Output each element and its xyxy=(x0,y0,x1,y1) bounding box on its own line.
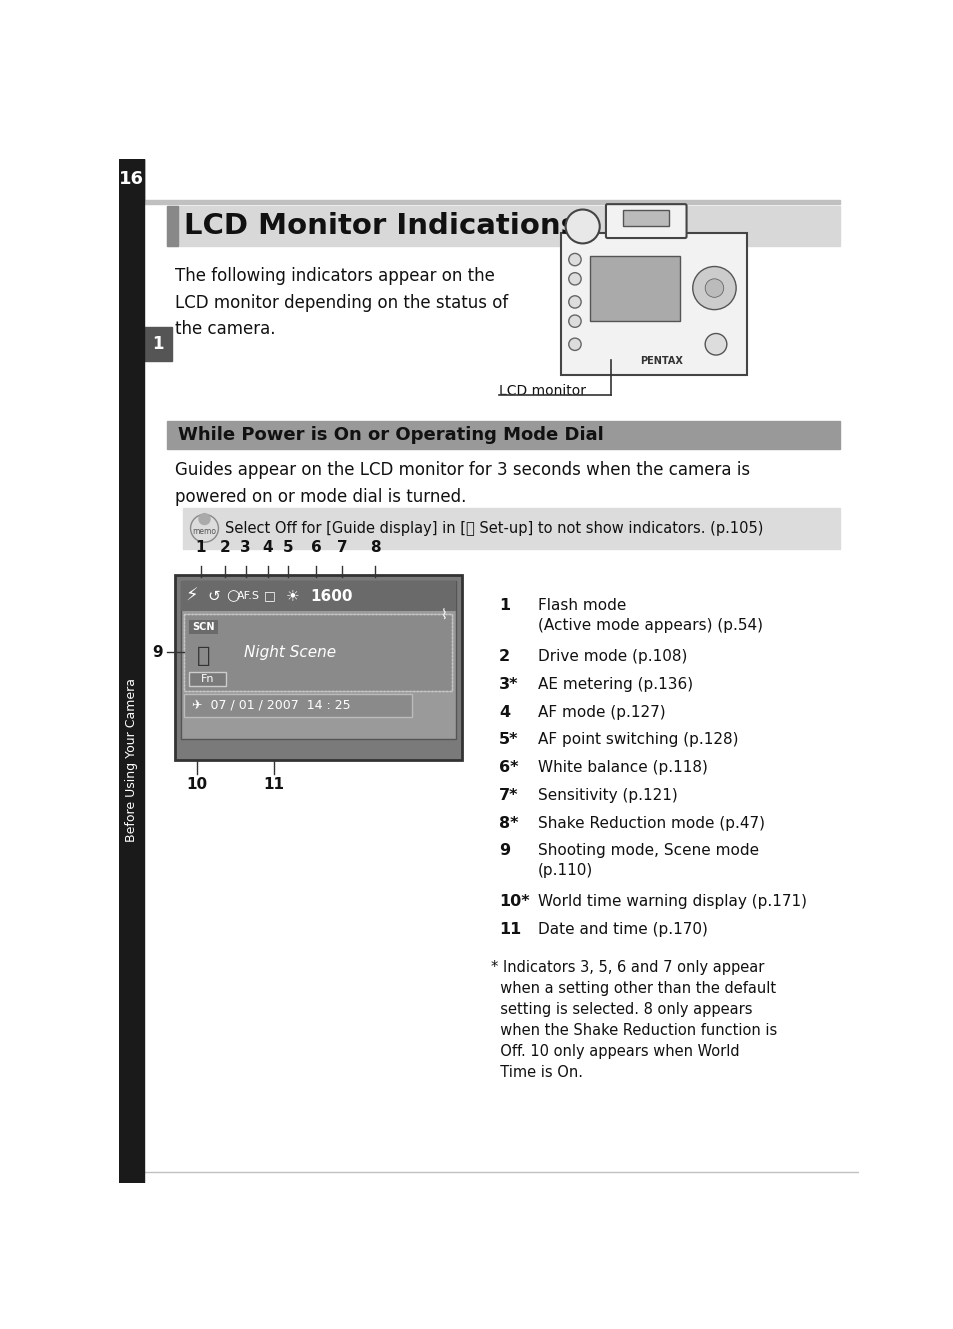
Bar xyxy=(144,199,840,205)
Text: The following indicators appear on the
LCD monitor depending on the status of
th: The following indicators appear on the L… xyxy=(174,267,508,338)
Bar xyxy=(119,159,144,1183)
Bar xyxy=(560,233,746,375)
Text: Shake Reduction mode (p.47): Shake Reduction mode (p.47) xyxy=(537,816,764,831)
Text: 3*: 3* xyxy=(498,676,518,692)
Text: 7*: 7* xyxy=(498,788,518,803)
Text: 1: 1 xyxy=(498,598,510,614)
Text: Before Using Your Camera: Before Using Your Camera xyxy=(125,678,138,843)
Text: 4: 4 xyxy=(498,704,510,719)
FancyBboxPatch shape xyxy=(605,205,686,238)
Text: * Indicators 3, 5, 6 and 7 only appear
  when a setting other than the default
 : * Indicators 3, 5, 6 and 7 only appear w… xyxy=(491,961,777,1080)
Text: Night Scene: Night Scene xyxy=(243,645,335,659)
Bar xyxy=(181,582,456,611)
Text: 1600: 1600 xyxy=(310,589,353,603)
Bar xyxy=(119,159,144,199)
Bar xyxy=(167,421,840,449)
Circle shape xyxy=(565,210,599,243)
Text: 2: 2 xyxy=(498,649,510,664)
Bar xyxy=(167,206,840,246)
Bar xyxy=(184,694,412,716)
Text: 1: 1 xyxy=(195,541,206,556)
Circle shape xyxy=(568,254,580,266)
Text: ⚡: ⚡ xyxy=(186,587,198,605)
Text: 3: 3 xyxy=(240,541,251,556)
Text: Shooting mode, Scene mode
(p.110): Shooting mode, Scene mode (p.110) xyxy=(537,843,758,878)
Text: 11: 11 xyxy=(498,922,520,937)
Text: Fn: Fn xyxy=(201,674,214,684)
Circle shape xyxy=(568,296,580,308)
Text: PENTAX: PENTAX xyxy=(639,356,682,367)
Bar xyxy=(590,255,679,322)
Text: 16: 16 xyxy=(119,170,144,189)
Text: 6: 6 xyxy=(311,541,321,556)
Text: AF mode (p.127): AF mode (p.127) xyxy=(537,704,664,719)
Text: 4: 4 xyxy=(262,541,274,556)
Text: LCD monitor: LCD monitor xyxy=(498,384,585,399)
Text: Select Off for [Guide display] in [山 Set-up] to not show indicators. (p.105): Select Off for [Guide display] in [山 Set… xyxy=(225,521,763,536)
Text: 5: 5 xyxy=(283,541,294,556)
Circle shape xyxy=(191,514,218,542)
Text: ↺: ↺ xyxy=(207,589,220,603)
Text: White balance (p.118): White balance (p.118) xyxy=(537,760,707,775)
Circle shape xyxy=(568,338,580,351)
Text: 11: 11 xyxy=(263,777,284,792)
Text: AF point switching (p.128): AF point switching (p.128) xyxy=(537,732,738,747)
Text: 1: 1 xyxy=(152,335,164,354)
Bar xyxy=(184,614,452,691)
Text: 8: 8 xyxy=(370,541,380,556)
Bar xyxy=(167,206,178,246)
Text: LCD Monitor Indications: LCD Monitor Indications xyxy=(184,211,578,239)
Text: 2: 2 xyxy=(220,541,231,556)
Text: 7: 7 xyxy=(336,541,348,556)
Bar xyxy=(622,210,669,226)
Bar xyxy=(181,582,456,739)
Bar xyxy=(183,508,840,549)
Bar xyxy=(189,672,226,686)
Circle shape xyxy=(568,315,580,327)
Text: Flash mode
(Active mode appears) (p.54): Flash mode (Active mode appears) (p.54) xyxy=(537,598,762,633)
Circle shape xyxy=(692,267,736,310)
Text: 🏙: 🏙 xyxy=(197,646,211,666)
Circle shape xyxy=(704,334,726,355)
Text: ✈  07 / 01 / 2007  14 : 25: ✈ 07 / 01 / 2007 14 : 25 xyxy=(192,699,351,712)
Text: AE metering (p.136): AE metering (p.136) xyxy=(537,676,692,692)
Text: 8*: 8* xyxy=(498,816,518,831)
Text: While Power is On or Operating Mode Dial: While Power is On or Operating Mode Dial xyxy=(178,427,603,444)
Text: AF.S: AF.S xyxy=(237,591,260,601)
Text: □: □ xyxy=(263,590,275,602)
Text: 6*: 6* xyxy=(498,760,518,775)
Text: Guides appear on the LCD monitor for 3 seconds when the camera is
powered on or : Guides appear on the LCD monitor for 3 s… xyxy=(174,461,749,506)
Circle shape xyxy=(198,513,211,525)
Circle shape xyxy=(704,279,723,298)
Text: 10: 10 xyxy=(186,777,207,792)
Circle shape xyxy=(568,272,580,284)
Text: memo: memo xyxy=(193,526,216,536)
Bar xyxy=(144,327,172,361)
Bar xyxy=(184,614,452,691)
Text: 5*: 5* xyxy=(498,732,518,747)
Text: World time warning display (p.171): World time warning display (p.171) xyxy=(537,894,806,909)
Text: ☀: ☀ xyxy=(286,589,299,603)
Text: Date and time (p.170): Date and time (p.170) xyxy=(537,922,707,937)
Text: Drive mode (p.108): Drive mode (p.108) xyxy=(537,649,686,664)
Text: SCN: SCN xyxy=(193,622,214,631)
Text: Sensitivity (p.121): Sensitivity (p.121) xyxy=(537,788,677,803)
Text: ⌇: ⌇ xyxy=(441,607,448,622)
Text: 9: 9 xyxy=(498,843,510,859)
Text: ○: ○ xyxy=(226,589,239,603)
Text: 10*: 10* xyxy=(498,894,529,909)
Bar xyxy=(174,575,461,760)
Text: 9: 9 xyxy=(152,645,163,659)
Bar xyxy=(189,619,218,634)
